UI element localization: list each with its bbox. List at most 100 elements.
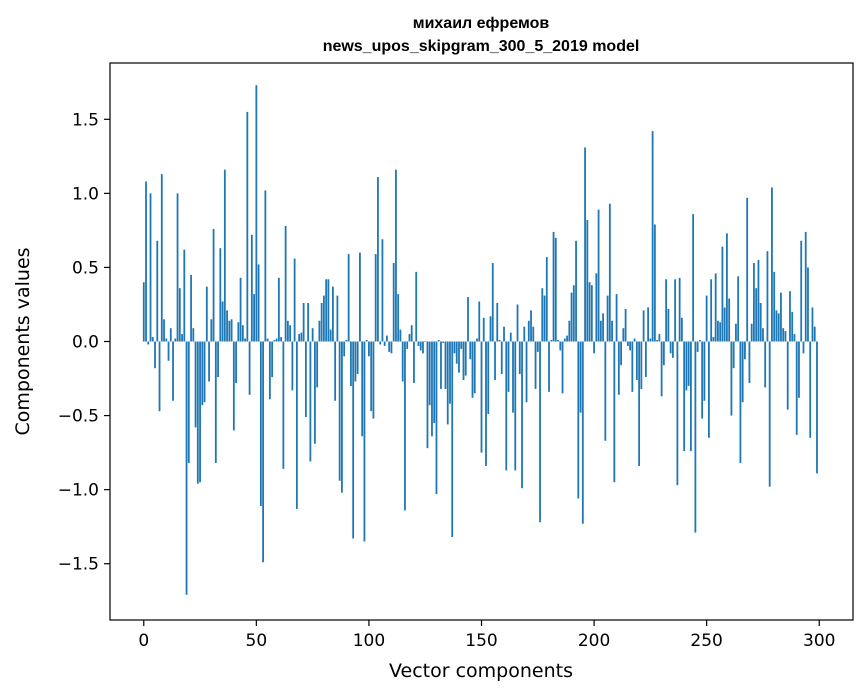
bar [228, 320, 231, 342]
bar [658, 334, 661, 342]
bar [674, 279, 677, 342]
bar [669, 341, 672, 354]
bar [735, 323, 737, 342]
bar [361, 341, 364, 437]
bar [426, 341, 429, 449]
x-tick-label: 200 [578, 631, 610, 651]
bar [406, 341, 409, 349]
bar [784, 331, 787, 342]
bar [201, 341, 204, 406]
bar [651, 131, 654, 342]
bar [557, 340, 559, 342]
bar [327, 279, 330, 342]
bar [266, 338, 269, 342]
bar [762, 328, 764, 342]
bar [595, 273, 598, 342]
bar [392, 262, 395, 342]
bar [214, 341, 217, 463]
bar [563, 338, 566, 342]
bar [442, 341, 445, 343]
bar [431, 341, 433, 437]
bar [277, 277, 280, 342]
bar [178, 288, 181, 342]
bar [613, 341, 616, 483]
bar [782, 328, 785, 342]
bar [599, 320, 602, 342]
bar [433, 341, 436, 423]
bar [530, 310, 532, 342]
bar [478, 301, 481, 342]
bar [575, 240, 577, 342]
bar [489, 316, 492, 342]
bar [291, 341, 294, 391]
bar [151, 337, 154, 342]
bar [223, 169, 226, 342]
bar [395, 169, 397, 342]
bar [185, 341, 188, 595]
bar [302, 302, 305, 342]
x-tick-label: 100 [353, 631, 385, 651]
bar [705, 295, 708, 342]
bar [568, 320, 571, 342]
bar [791, 311, 794, 342]
y-tick-label: 1.0 [72, 184, 99, 204]
bar [813, 326, 816, 342]
bar [494, 341, 496, 381]
bar [746, 197, 749, 342]
bar [469, 341, 472, 360]
bar [350, 341, 352, 386]
bar [304, 341, 307, 418]
bar [640, 341, 643, 389]
bar [701, 341, 704, 419]
bar [766, 251, 769, 342]
bar [480, 341, 483, 453]
bar [444, 341, 447, 389]
bar [415, 271, 418, 342]
bar [298, 334, 301, 342]
bar [422, 341, 424, 354]
bar [570, 292, 573, 342]
bar [514, 341, 517, 471]
bar [338, 341, 341, 481]
bar [280, 337, 283, 342]
bar [309, 341, 312, 462]
bar [219, 248, 222, 342]
bar [343, 341, 346, 357]
bar [786, 341, 789, 410]
bar [631, 341, 634, 392]
bar [741, 341, 744, 403]
bar [217, 341, 219, 378]
bar [662, 341, 665, 366]
bar [507, 341, 510, 392]
bar [149, 193, 152, 342]
bar [626, 341, 629, 346]
bar [451, 341, 454, 538]
bar [440, 341, 442, 389]
bar [780, 292, 782, 342]
bar [246, 111, 249, 342]
bar [485, 341, 487, 466]
bar [764, 341, 767, 388]
bar [250, 234, 253, 342]
y-axis-label: Components values [12, 247, 34, 435]
bar [307, 302, 310, 342]
bar [750, 323, 753, 342]
bar [811, 307, 814, 342]
bar [289, 325, 292, 342]
bar [602, 313, 604, 342]
bar [536, 341, 539, 352]
bar [264, 190, 267, 342]
bar [719, 322, 722, 342]
bar [505, 341, 508, 471]
bar [699, 340, 701, 342]
bar [608, 203, 611, 342]
bar [586, 220, 589, 342]
bar [167, 341, 170, 361]
bar [354, 341, 357, 382]
bar [590, 285, 593, 342]
bar [381, 239, 384, 342]
bar [142, 282, 145, 342]
bar [667, 308, 670, 342]
bar [318, 320, 321, 342]
